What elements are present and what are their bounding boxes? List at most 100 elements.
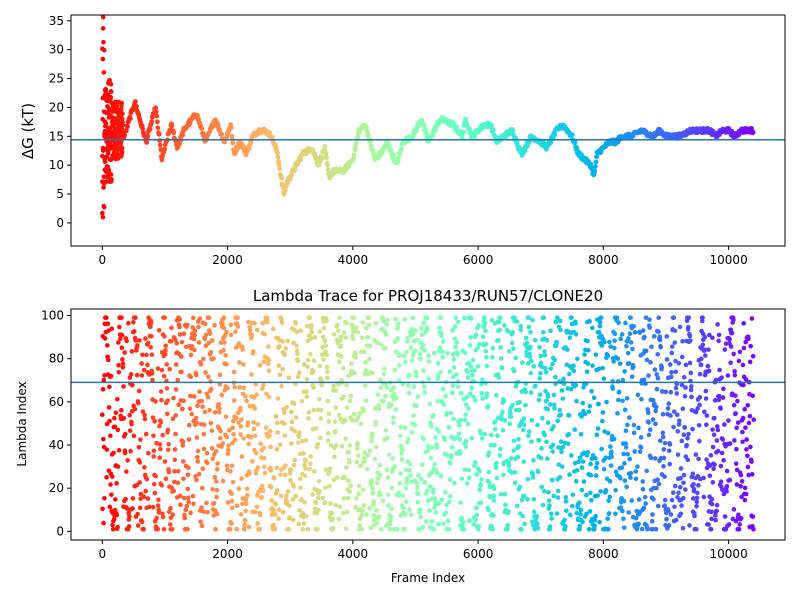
lambda-point	[718, 463, 724, 469]
lambda-point	[336, 328, 341, 334]
lambda-point	[268, 444, 273, 450]
lambda-point	[327, 469, 332, 475]
lambda-point	[728, 344, 734, 349]
lambda-point	[572, 460, 578, 466]
delta-g-point	[159, 157, 165, 163]
lambda-point	[373, 320, 379, 326]
lambda-point	[296, 521, 302, 527]
lambda-point	[171, 395, 176, 401]
lambda-point	[313, 426, 319, 431]
lambda-point	[642, 494, 648, 500]
lambda-point	[720, 437, 726, 442]
lambda-point	[523, 402, 528, 408]
lambda-point	[709, 501, 715, 507]
lambda-point	[468, 364, 474, 369]
lambda-point	[419, 326, 424, 331]
lambda-point	[336, 412, 342, 418]
lambda-point	[393, 349, 399, 355]
lambda-point	[478, 500, 484, 505]
delta-g-point	[100, 145, 106, 151]
lambda-point	[743, 377, 749, 382]
lambda-point	[271, 475, 277, 481]
lambda-point	[411, 384, 417, 390]
lambda-point	[577, 523, 583, 529]
lambda-point	[567, 335, 573, 341]
lambda-point	[674, 412, 680, 418]
lambda-point	[324, 352, 330, 358]
lambda-point	[333, 388, 339, 393]
lambda-point	[677, 324, 683, 330]
lambda-point	[468, 391, 473, 396]
lambda-point	[428, 455, 434, 461]
lambda-point	[734, 482, 740, 487]
lambda-point	[155, 503, 161, 508]
lambda-point	[331, 331, 337, 337]
lambda-point	[747, 359, 753, 365]
lambda-point	[562, 517, 567, 523]
lambda-point	[337, 504, 343, 509]
lambda-point	[364, 466, 370, 472]
lambda-point	[376, 514, 382, 519]
lambda-point	[362, 458, 367, 463]
lambda-point	[670, 490, 676, 496]
y-tick-label: 20	[49, 100, 64, 114]
lambda-point	[356, 453, 361, 458]
delta-g-point	[325, 167, 331, 173]
lambda-point	[535, 526, 541, 531]
lambda-point	[516, 444, 521, 449]
lambda-point	[230, 440, 235, 446]
lambda-point	[192, 328, 198, 334]
delta-g-point	[102, 159, 108, 165]
lambda-point	[237, 385, 243, 390]
lambda-point	[313, 500, 319, 506]
lambda-point	[534, 521, 540, 526]
delta-g-point	[112, 142, 117, 147]
lambda-point	[470, 357, 476, 363]
lambda-point	[653, 404, 659, 410]
lambda-point	[741, 382, 746, 388]
lambda-point	[688, 338, 693, 343]
lambda-point	[193, 474, 198, 479]
lambda-point	[496, 319, 502, 325]
lambda-point	[277, 344, 282, 349]
lambda-point	[455, 384, 461, 390]
lambda-point	[607, 494, 613, 500]
lambda-point	[355, 441, 360, 446]
lambda-point	[225, 500, 231, 505]
lambda-point	[221, 325, 227, 331]
lambda-point	[435, 398, 440, 404]
lambda-point	[660, 430, 666, 436]
lambda-point	[137, 505, 143, 511]
lambda-point	[291, 484, 297, 489]
lambda-point	[353, 325, 359, 331]
lambda-point	[151, 433, 156, 439]
lambda-point	[699, 356, 704, 362]
lambda-point	[664, 357, 670, 362]
lambda-point	[436, 429, 442, 434]
lambda-point	[533, 383, 538, 389]
lambda-point	[535, 469, 541, 475]
lambda-point	[412, 348, 418, 354]
lambda-point	[547, 503, 552, 508]
lambda-point	[574, 398, 579, 404]
delta-g-point	[101, 185, 106, 190]
lambda-point	[157, 455, 162, 461]
lambda-point	[345, 509, 350, 515]
delta-g-point	[454, 124, 460, 130]
lambda-point	[537, 344, 542, 350]
lambda-point	[129, 349, 135, 354]
lambda-point	[732, 368, 737, 374]
lambda-point	[640, 328, 646, 333]
lambda-point	[343, 526, 349, 531]
lambda-point	[429, 519, 435, 524]
lambda-point	[631, 430, 637, 436]
lambda-point	[733, 461, 739, 466]
lambda-point	[490, 346, 496, 351]
lambda-point	[266, 344, 271, 349]
lambda-point	[356, 483, 362, 489]
lambda-point	[500, 409, 505, 415]
delta-g-point	[292, 167, 298, 173]
lambda-point	[105, 343, 110, 348]
lambda-point	[522, 493, 527, 499]
lambda-point	[188, 374, 194, 380]
